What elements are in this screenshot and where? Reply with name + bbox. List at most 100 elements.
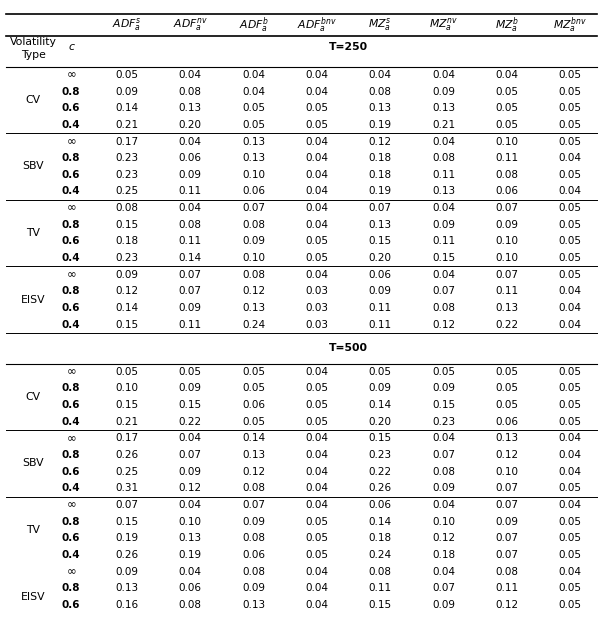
- Text: 0.07: 0.07: [115, 500, 139, 510]
- Text: 0.10: 0.10: [178, 516, 202, 527]
- Text: 0.19: 0.19: [368, 186, 392, 196]
- Text: 0.05: 0.05: [558, 270, 582, 280]
- Text: 0.05: 0.05: [558, 203, 582, 213]
- Text: 0.06: 0.06: [178, 153, 202, 163]
- Text: 0.18: 0.18: [368, 533, 392, 544]
- Text: 0.24: 0.24: [368, 550, 392, 560]
- Text: 0.04: 0.04: [305, 583, 329, 594]
- Text: 0.03: 0.03: [305, 286, 329, 296]
- Text: 0.04: 0.04: [305, 186, 329, 196]
- Text: 0.06: 0.06: [495, 417, 519, 427]
- Text: 0.6: 0.6: [62, 400, 80, 410]
- Text: 0.10: 0.10: [242, 253, 265, 263]
- Text: 0.09: 0.09: [115, 86, 139, 97]
- Text: 0.13: 0.13: [495, 433, 519, 444]
- Text: 0.04: 0.04: [178, 433, 202, 444]
- Text: 0.05: 0.05: [178, 367, 202, 377]
- Text: 0.04: 0.04: [305, 433, 329, 444]
- Text: 0.04: 0.04: [305, 450, 329, 460]
- Text: 0.8: 0.8: [62, 220, 80, 230]
- Text: 0.08: 0.08: [368, 566, 392, 577]
- Text: 0.07: 0.07: [178, 270, 202, 280]
- Text: 0.05: 0.05: [495, 400, 519, 410]
- Text: 0.05: 0.05: [305, 533, 329, 544]
- Text: 0.11: 0.11: [368, 303, 392, 313]
- Text: 0.14: 0.14: [368, 516, 392, 527]
- Text: 0.15: 0.15: [432, 253, 455, 263]
- Text: 0.09: 0.09: [178, 466, 202, 477]
- Text: 0.04: 0.04: [368, 70, 392, 80]
- Text: 0.04: 0.04: [242, 86, 265, 97]
- Text: 0.04: 0.04: [558, 303, 582, 313]
- Text: 0.04: 0.04: [305, 500, 329, 510]
- Text: 0.04: 0.04: [558, 450, 582, 460]
- Text: 0.07: 0.07: [178, 450, 202, 460]
- Text: 0.21: 0.21: [432, 120, 455, 130]
- Text: 0.13: 0.13: [242, 450, 265, 460]
- Text: 0.05: 0.05: [305, 417, 329, 427]
- Text: 0.4: 0.4: [62, 550, 80, 560]
- Text: 0.13: 0.13: [432, 103, 455, 114]
- Text: TV: TV: [26, 525, 40, 535]
- Text: 0.08: 0.08: [242, 533, 265, 544]
- Text: 0.22: 0.22: [368, 466, 392, 477]
- Text: 0.18: 0.18: [432, 550, 455, 560]
- Text: 0.13: 0.13: [368, 103, 392, 114]
- Text: 0.08: 0.08: [242, 270, 265, 280]
- Text: 0.06: 0.06: [495, 186, 519, 196]
- Text: 0.05: 0.05: [558, 533, 582, 544]
- Text: 0.09: 0.09: [432, 220, 455, 230]
- Text: 0.04: 0.04: [305, 600, 329, 610]
- Text: 0.11: 0.11: [178, 236, 202, 246]
- Text: 0.6: 0.6: [62, 303, 80, 313]
- Text: 0.05: 0.05: [558, 236, 582, 246]
- Text: 0.13: 0.13: [178, 103, 202, 114]
- Text: 0.09: 0.09: [178, 384, 202, 394]
- Text: 0.07: 0.07: [242, 500, 265, 510]
- Text: 0.09: 0.09: [242, 236, 265, 246]
- Text: 0.05: 0.05: [242, 367, 265, 377]
- Text: 0.07: 0.07: [368, 203, 392, 213]
- Text: 0.07: 0.07: [432, 450, 455, 460]
- Text: 0.07: 0.07: [495, 500, 519, 510]
- Text: c: c: [68, 43, 74, 52]
- Text: 0.04: 0.04: [432, 70, 455, 80]
- Text: 0.22: 0.22: [178, 417, 202, 427]
- Text: 0.6: 0.6: [62, 600, 80, 610]
- Text: 0.07: 0.07: [495, 550, 519, 560]
- Text: 0.09: 0.09: [242, 583, 265, 594]
- Text: 0.05: 0.05: [432, 367, 455, 377]
- Text: 0.08: 0.08: [242, 220, 265, 230]
- Text: 0.4: 0.4: [62, 417, 80, 427]
- Text: 0.05: 0.05: [115, 70, 139, 80]
- Text: 0.26: 0.26: [368, 483, 392, 494]
- Text: 0.11: 0.11: [432, 236, 455, 246]
- Text: 0.6: 0.6: [62, 466, 80, 477]
- Text: 0.15: 0.15: [368, 236, 392, 246]
- Text: 0.23: 0.23: [115, 253, 139, 263]
- Text: $MZ_a^{bnv}$: $MZ_a^{bnv}$: [553, 15, 587, 35]
- Text: 0.07: 0.07: [495, 203, 519, 213]
- Text: 0.09: 0.09: [432, 86, 455, 97]
- Text: 0.12: 0.12: [242, 466, 265, 477]
- Text: 0.04: 0.04: [305, 70, 329, 80]
- Text: T=500: T=500: [329, 343, 368, 354]
- Text: 0.10: 0.10: [115, 384, 139, 394]
- Text: 0.11: 0.11: [432, 170, 455, 180]
- Text: 0.04: 0.04: [558, 433, 582, 444]
- Text: 0.14: 0.14: [242, 433, 265, 444]
- Text: $ADF_a^{bnv}$: $ADF_a^{bnv}$: [297, 15, 336, 35]
- Text: 0.13: 0.13: [368, 220, 392, 230]
- Text: 0.20: 0.20: [368, 253, 392, 263]
- Text: 0.21: 0.21: [115, 120, 139, 130]
- Text: 0.09: 0.09: [178, 303, 202, 313]
- Text: 0.19: 0.19: [115, 533, 139, 544]
- Text: 0.4: 0.4: [62, 120, 80, 130]
- Text: 0.05: 0.05: [242, 417, 265, 427]
- Text: 0.17: 0.17: [115, 136, 139, 146]
- Text: 0.07: 0.07: [495, 270, 519, 280]
- Text: 0.8: 0.8: [62, 286, 80, 296]
- Text: 0.05: 0.05: [558, 367, 582, 377]
- Text: 0.06: 0.06: [368, 500, 392, 510]
- Text: 0.07: 0.07: [432, 583, 455, 594]
